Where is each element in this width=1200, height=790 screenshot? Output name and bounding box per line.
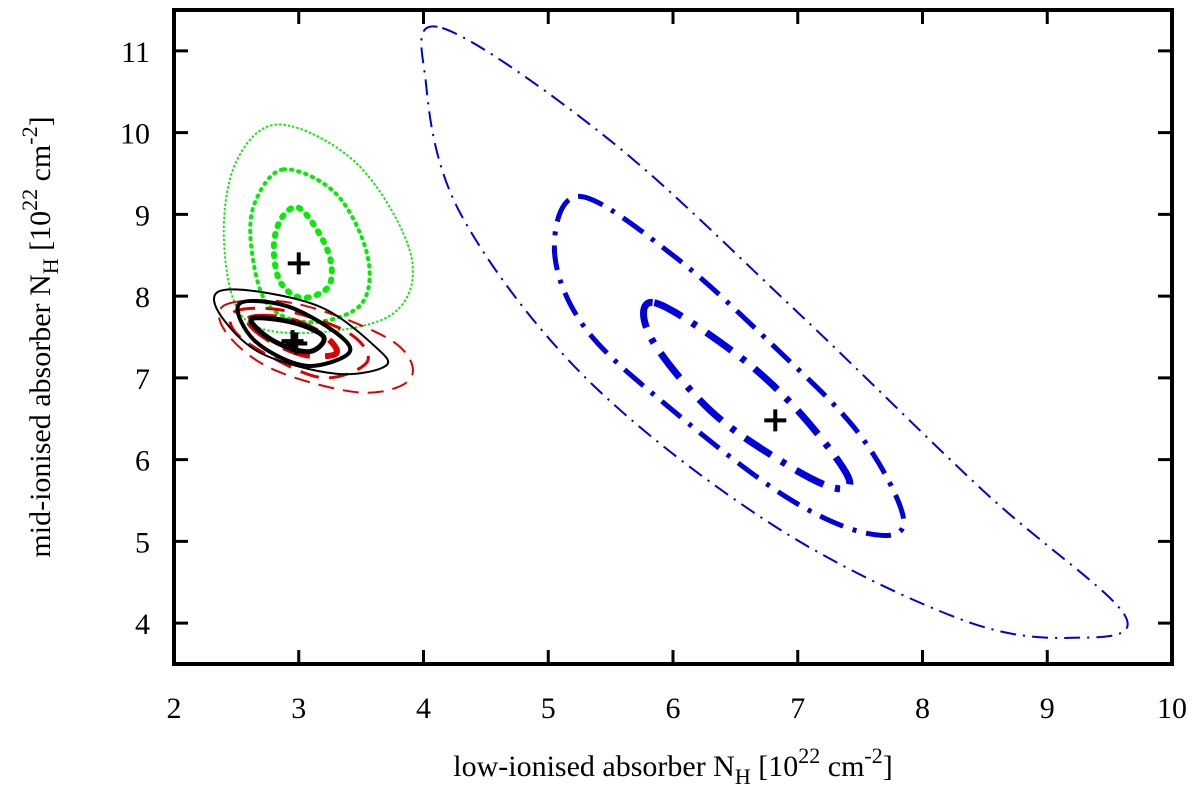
y-tick-label: 10 <box>120 118 150 151</box>
contour-layer <box>213 25 1129 639</box>
contour-series-2-level-2 <box>235 298 353 368</box>
contour-series-0-level-1 <box>270 204 335 301</box>
y-tick-label: 5 <box>135 526 150 559</box>
x-tick-label: 5 <box>541 692 556 725</box>
best-fit-marker-0 <box>287 252 310 275</box>
contour-series-3-level-2 <box>551 193 907 538</box>
contour-series-3-level-1 <box>640 299 854 493</box>
best-fit-marker-3 <box>764 409 787 432</box>
y-tick-label: 4 <box>135 608 150 641</box>
best-fit-markers <box>281 252 787 432</box>
y-tick-label: 6 <box>135 445 150 478</box>
best-fit-marker-1 <box>285 332 308 355</box>
y-axis-label: mid-ionised absorber NH [1022 cm-2] <box>17 116 63 557</box>
y-tick-label: 11 <box>121 36 150 69</box>
contour-series-2-level-1 <box>248 315 327 355</box>
y-tick-label: 7 <box>135 363 150 396</box>
contour-series-1-level-3 <box>217 299 414 394</box>
contour-series-0-level-2 <box>248 167 372 325</box>
contour-series-2-level-3 <box>213 288 390 376</box>
x-tick-label: 4 <box>416 692 431 725</box>
contour-series-0-level-3 <box>222 123 414 334</box>
best-fit-marker-2 <box>281 330 304 353</box>
x-tick-label: 8 <box>915 692 930 725</box>
x-tick-label: 6 <box>666 692 681 725</box>
x-tick-label: 2 <box>167 692 182 725</box>
axis-ticks <box>172 10 1174 664</box>
contour-series-3-level-3 <box>420 25 1129 639</box>
y-tick-labels: 4 5 6 7 8 9 10 11 <box>120 36 150 641</box>
x-tick-labels: 2 3 4 5 6 7 8 9 10 <box>167 692 1188 725</box>
y-tick-label: 8 <box>135 281 150 314</box>
x-tick-label: 7 <box>790 692 805 725</box>
y-tick-label: 9 <box>135 199 150 232</box>
x-tick-label: 10 <box>1157 692 1187 725</box>
x-tick-label: 9 <box>1040 692 1055 725</box>
x-tick-label: 3 <box>291 692 306 725</box>
x-axis-label: low-ionised absorber NH [1022 cm-2] <box>453 743 892 789</box>
